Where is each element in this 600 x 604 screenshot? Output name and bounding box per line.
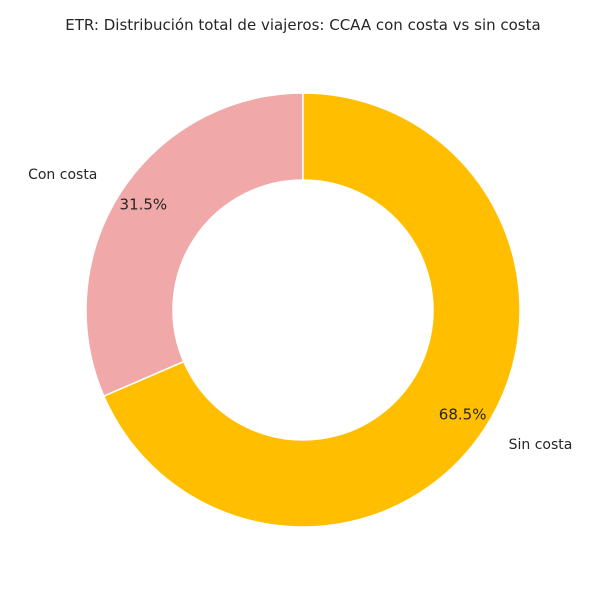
category-label: Con costa bbox=[28, 167, 97, 183]
category-label: Sin costa bbox=[509, 437, 573, 453]
percent-label: 31.5% bbox=[120, 196, 168, 214]
donut-slices bbox=[85, 92, 521, 528]
chart-title: ETR: Distribución total de viajeros: CCA… bbox=[65, 16, 540, 34]
percent-label: 68.5% bbox=[439, 405, 487, 423]
donut-labels: Con costa 31.5% Sin costa 68.5% bbox=[28, 167, 572, 453]
donut-slice-sin-costa bbox=[102, 92, 521, 528]
donut-slice-con-costa bbox=[85, 92, 304, 398]
